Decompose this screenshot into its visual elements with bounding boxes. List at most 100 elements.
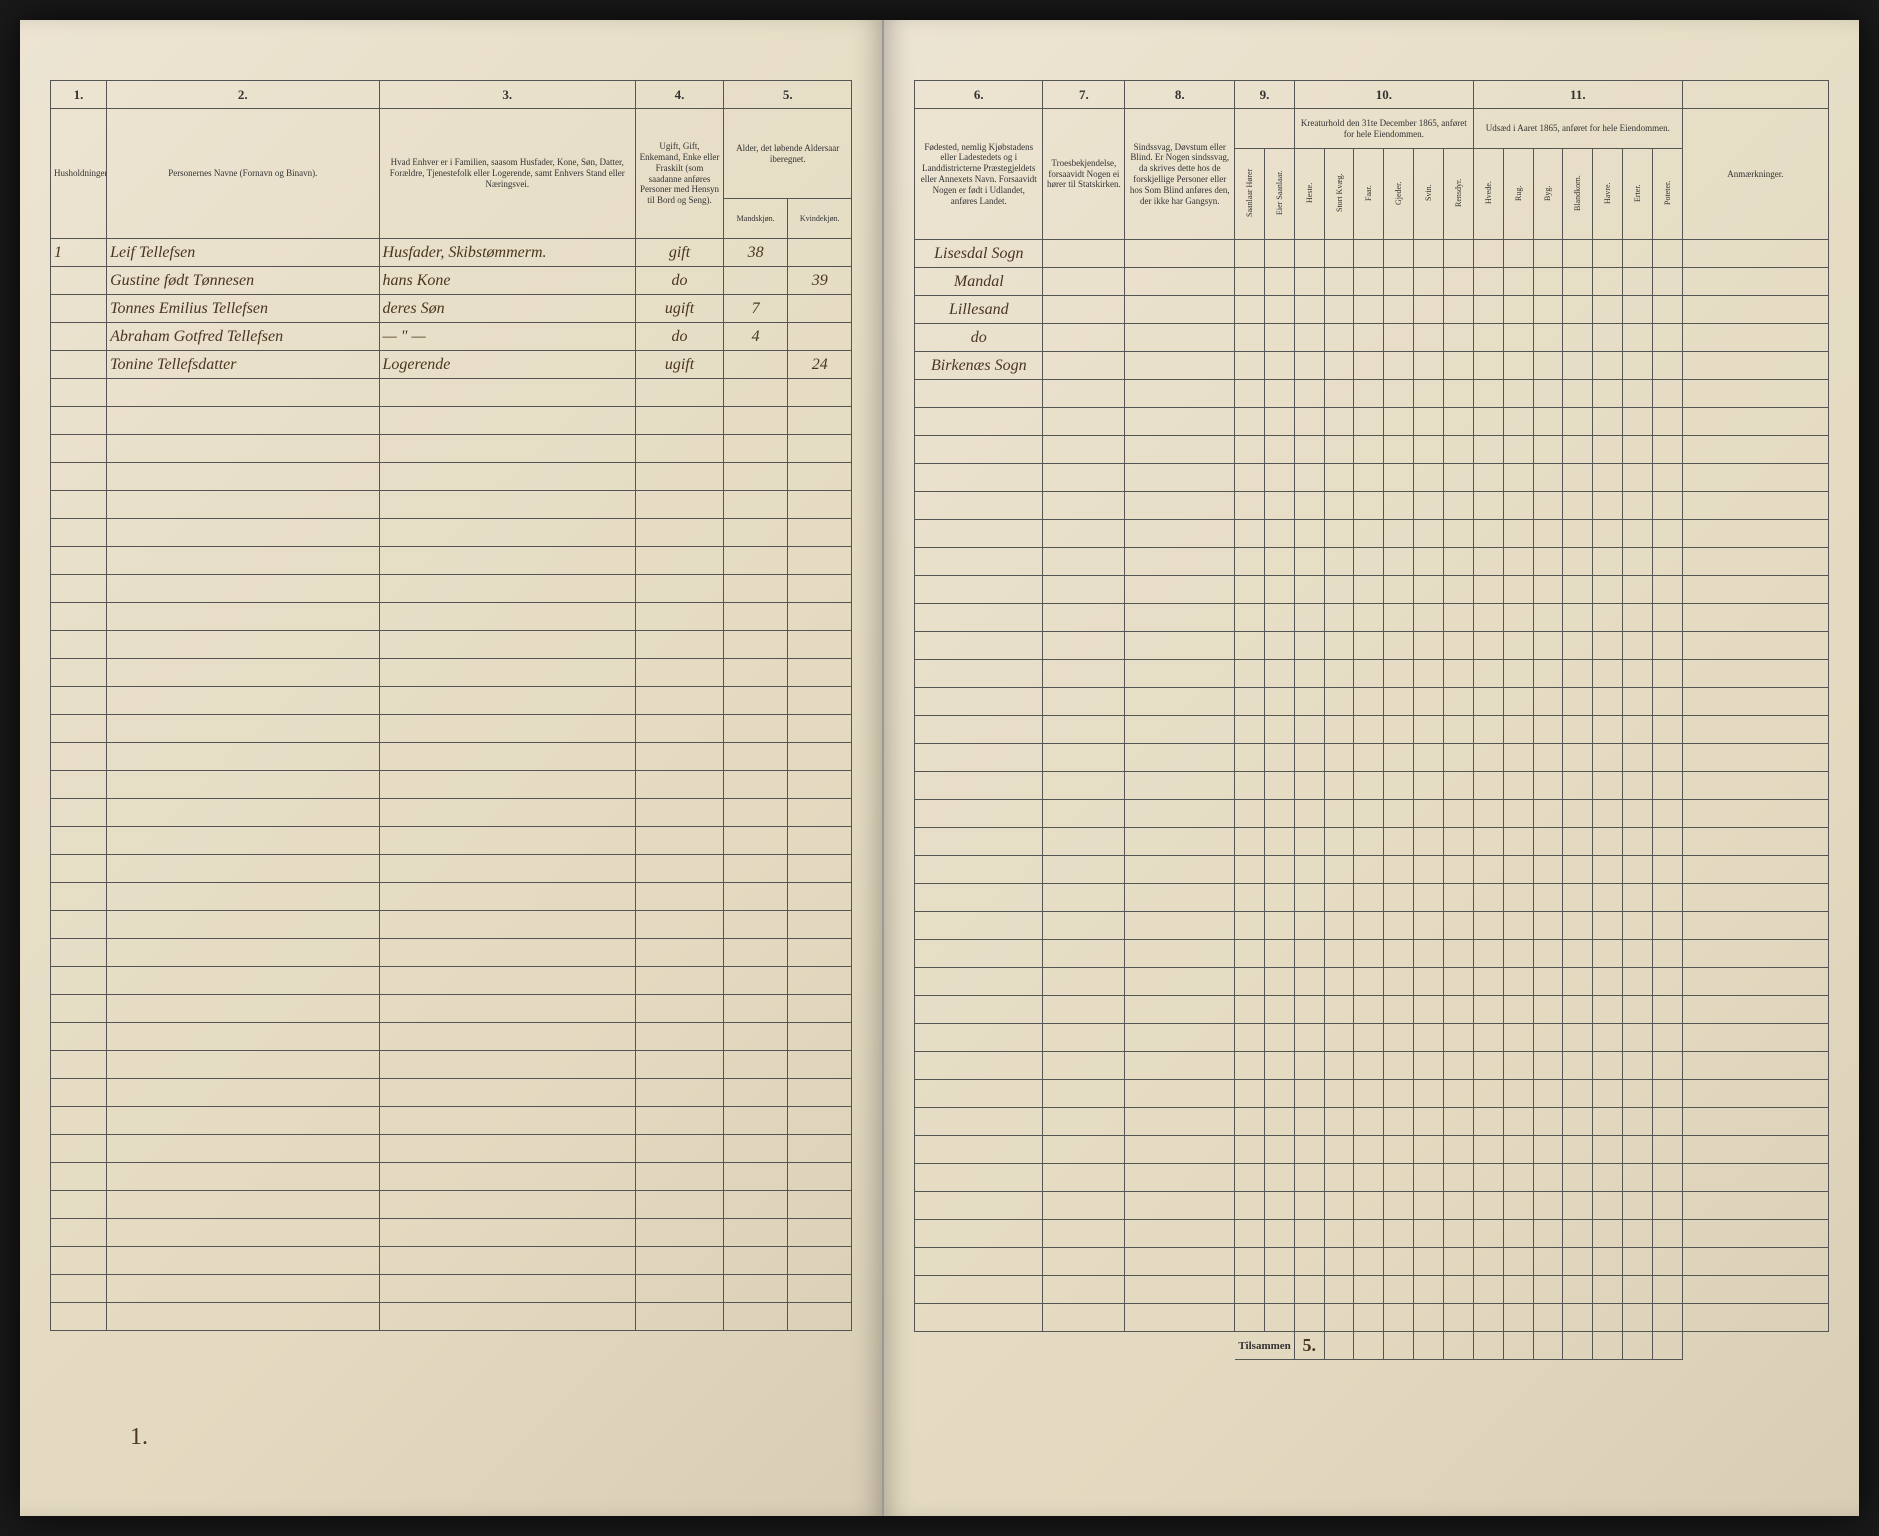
cell-household xyxy=(51,351,107,379)
cell xyxy=(1503,268,1533,296)
cell-role: Logerende xyxy=(379,351,635,379)
cell-household: 1 xyxy=(51,239,107,267)
cell xyxy=(1354,268,1384,296)
table-row: Tonnes Emilius Tellefsenderes Sønugift7 xyxy=(51,295,852,323)
table-row xyxy=(51,715,852,743)
cell xyxy=(1235,324,1265,352)
cell xyxy=(1682,352,1828,380)
cell-household xyxy=(51,267,107,295)
sub-l4: Svin. xyxy=(1414,149,1444,240)
cell xyxy=(1125,352,1235,380)
cell xyxy=(1354,324,1384,352)
table-row xyxy=(51,379,852,407)
cell xyxy=(1503,240,1533,268)
colnum-row: 1. 2. 3. 4. 5. xyxy=(51,81,852,109)
cell xyxy=(1125,268,1235,296)
table-row xyxy=(51,1051,852,1079)
table-row xyxy=(51,967,852,995)
table-row xyxy=(51,1079,852,1107)
cell-age-f xyxy=(788,295,852,323)
cell xyxy=(1043,352,1125,380)
header-row-right: Fødested, nemlig Kjøbstadens eller Lades… xyxy=(915,109,1829,149)
left-table-body: 1Leif TellefsenHusfader, Skibstømmerm.gi… xyxy=(51,239,852,1331)
table-row xyxy=(915,492,1829,520)
header-disability: Sindssvag, Døvstum eller Blind. Er Nogen… xyxy=(1125,109,1235,240)
cell-birthplace: Lillesand xyxy=(915,296,1043,324)
table-row xyxy=(915,1136,1829,1164)
colnum-5: 5. xyxy=(724,81,852,109)
table-row xyxy=(51,883,852,911)
table-row xyxy=(915,660,1829,688)
cell xyxy=(1043,296,1125,324)
table-row xyxy=(915,408,1829,436)
table-row xyxy=(915,856,1829,884)
table-row xyxy=(51,1163,852,1191)
cell xyxy=(1623,268,1653,296)
colnum-10: 10. xyxy=(1294,81,1473,109)
cell xyxy=(1444,324,1474,352)
cell xyxy=(1652,296,1682,324)
cell xyxy=(1414,352,1444,380)
cell-status: do xyxy=(635,267,723,295)
table-row xyxy=(915,996,1829,1024)
cell xyxy=(1682,296,1828,324)
table-row xyxy=(915,968,1829,996)
sub-c1: Rug. xyxy=(1503,149,1533,240)
header-birthplace: Fødested, nemlig Kjøbstadens eller Lades… xyxy=(915,109,1043,240)
cell xyxy=(1623,324,1653,352)
header-names: Personernes Navne (Fornavn og Binavn). xyxy=(107,109,379,239)
table-row xyxy=(51,855,852,883)
cell xyxy=(1125,296,1235,324)
cell xyxy=(1563,352,1593,380)
cell xyxy=(1294,240,1324,268)
header-status: Ugift, Gift, Enkemand, Enke eller Fraski… xyxy=(635,109,723,239)
table-row xyxy=(915,772,1829,800)
cell xyxy=(1235,240,1265,268)
cell xyxy=(1682,268,1828,296)
cell xyxy=(1533,296,1563,324)
table-row xyxy=(915,604,1829,632)
cell-name: Tonnes Emilius Tellefsen xyxy=(107,295,379,323)
cell xyxy=(1623,240,1653,268)
left-page: 1. 2. 3. 4. 5. Husholdninger. Personerne… xyxy=(20,20,884,1516)
table-row xyxy=(51,435,852,463)
cell xyxy=(1264,296,1294,324)
cell xyxy=(1563,324,1593,352)
cell xyxy=(1324,240,1354,268)
table-row xyxy=(915,1276,1829,1304)
header-male: Mandskjøn. xyxy=(724,199,788,239)
table-row xyxy=(915,436,1829,464)
cell-age-m: 7 xyxy=(724,295,788,323)
cell xyxy=(1682,240,1828,268)
cell xyxy=(1533,352,1563,380)
table-row xyxy=(51,1247,852,1275)
table-row xyxy=(915,520,1829,548)
colnum-3: 3. xyxy=(379,81,635,109)
table-row xyxy=(915,632,1829,660)
table-row xyxy=(51,491,852,519)
cell-birthplace: Mandal xyxy=(915,268,1043,296)
table-row xyxy=(915,464,1829,492)
left-table: 1. 2. 3. 4. 5. Husholdninger. Personerne… xyxy=(50,80,852,1331)
cell xyxy=(1414,324,1444,352)
cell-role: — " — xyxy=(379,323,635,351)
cell xyxy=(1652,352,1682,380)
colnum-9: 9. xyxy=(1235,81,1295,109)
cell xyxy=(1563,296,1593,324)
header-remarks: Anmærkninger. xyxy=(1682,109,1828,240)
right-table: 6. 7. 8. 9. 10. 11. Fødested, nemlig Kjø… xyxy=(914,80,1829,1360)
cell-age-m xyxy=(724,351,788,379)
cell xyxy=(1444,296,1474,324)
sub-l5: Rensdyr. xyxy=(1444,149,1474,240)
cell-age-f: 39 xyxy=(788,267,852,295)
summary-label: Tilsammen xyxy=(1235,1332,1295,1360)
table-row: do xyxy=(915,324,1829,352)
cell-household xyxy=(51,323,107,351)
table-row xyxy=(51,1135,852,1163)
table-row xyxy=(51,603,852,631)
header-faith: Troesbekjendelse, forsaavidt Nogen ei hø… xyxy=(1043,109,1125,240)
table-row: 1Leif TellefsenHusfader, Skibstømmerm.gi… xyxy=(51,239,852,267)
cell-birthplace: Lisesdal Sogn xyxy=(915,240,1043,268)
cell xyxy=(1503,352,1533,380)
cell-name: Tonine Tellefsdatter xyxy=(107,351,379,379)
